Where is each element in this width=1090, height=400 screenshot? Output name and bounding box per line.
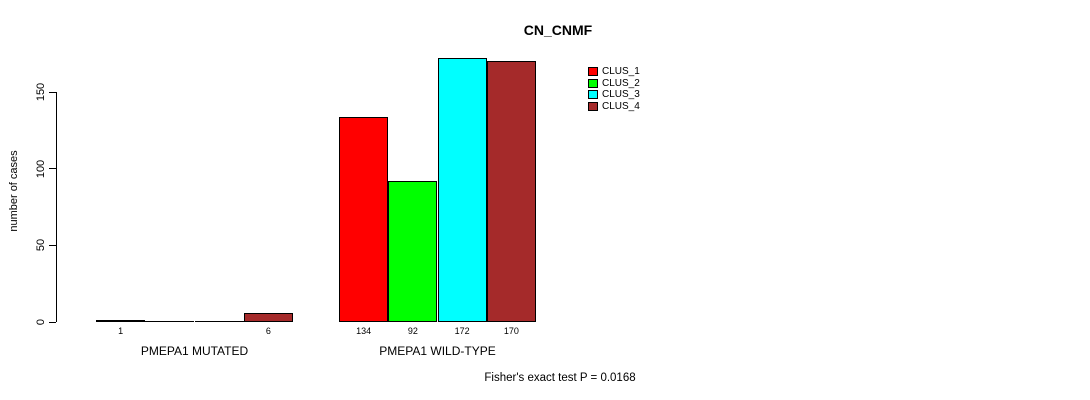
group-label-wildtype: PMEPA1 WILD-TYPE bbox=[379, 344, 496, 358]
bar-clus_1-mutated bbox=[96, 320, 145, 322]
y-axis-title: number of cases bbox=[8, 150, 20, 232]
legend-row-clus_1: CLUS_1 bbox=[588, 66, 640, 78]
bar-value-label: 170 bbox=[503, 326, 519, 336]
bar-clus_2-mutated-zero bbox=[145, 321, 194, 322]
legend: CLUS_1 CLUS_2 CLUS_3 CLUS_4 bbox=[588, 66, 640, 112]
legend-label: CLUS_3 bbox=[602, 89, 640, 101]
legend-label: CLUS_4 bbox=[602, 101, 640, 113]
legend-row-clus_3: CLUS_3 bbox=[588, 89, 640, 101]
y-axis-tick bbox=[49, 244, 56, 246]
bar-value-label: 92 bbox=[407, 326, 418, 336]
bar-clus_4-wildtype bbox=[487, 61, 536, 322]
bar-value-label: 172 bbox=[454, 326, 470, 336]
legend-row-clus_4: CLUS_4 bbox=[588, 101, 640, 113]
y-axis-line bbox=[56, 92, 57, 322]
legend-swatch-icon bbox=[588, 90, 598, 100]
y-axis-tick-label: 0 bbox=[35, 318, 47, 326]
y-axis-tick-label: 50 bbox=[35, 239, 47, 252]
y-axis-tick-label: 100 bbox=[35, 159, 47, 178]
fisher-test-annotation: Fisher's exact test P = 0.0168 bbox=[484, 372, 636, 384]
legend-swatch-icon bbox=[588, 67, 598, 77]
bar-clus_2-wildtype bbox=[388, 181, 437, 322]
bar-value-label: 1 bbox=[118, 326, 124, 336]
bar-clus_3-wildtype bbox=[438, 58, 487, 322]
y-axis-tick bbox=[49, 91, 56, 93]
bar-value-label: 6 bbox=[265, 326, 271, 336]
legend-label: CLUS_2 bbox=[602, 77, 640, 89]
chart-title: CN_CNMF bbox=[523, 22, 593, 38]
legend-row-clus_2: CLUS_2 bbox=[588, 78, 640, 90]
group-label-mutated: PMEPA1 MUTATED bbox=[140, 344, 249, 358]
y-axis-tick bbox=[49, 168, 56, 170]
bar-clus_3-mutated-zero bbox=[195, 321, 244, 322]
legend-swatch-icon bbox=[588, 102, 598, 112]
bar-value-label: 134 bbox=[356, 326, 372, 336]
legend-label: CLUS_1 bbox=[602, 66, 640, 78]
y-axis-tick bbox=[49, 321, 56, 323]
y-axis-tick-label: 150 bbox=[35, 82, 47, 102]
legend-swatch-icon bbox=[588, 78, 598, 88]
bar-clus_1-wildtype bbox=[339, 117, 388, 322]
bar-clus_4-mutated bbox=[244, 313, 293, 322]
